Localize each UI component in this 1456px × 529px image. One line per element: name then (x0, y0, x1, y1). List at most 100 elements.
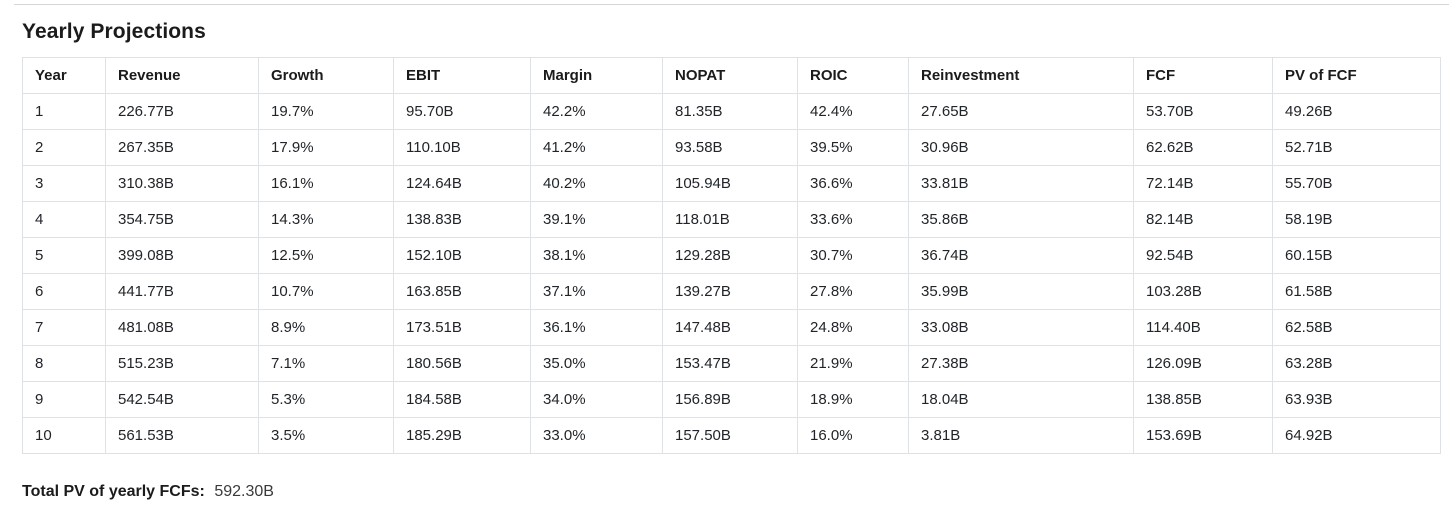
totals-label: Total PV of yearly FCFs: (22, 483, 205, 500)
table-cell: 81.35B (662, 93, 798, 130)
table-cell: 93.58B (662, 129, 798, 166)
column-header-revenue: Revenue (105, 57, 259, 94)
table-cell: 27.8% (797, 273, 909, 310)
column-header-growth: Growth (258, 57, 394, 94)
table-cell: 129.28B (662, 237, 798, 274)
table-cell: 138.83B (393, 201, 531, 238)
table-cell: 184.58B (393, 381, 531, 418)
table-cell: 39.5% (797, 129, 909, 166)
table-cell: 157.50B (662, 417, 798, 454)
table-cell: 226.77B (105, 93, 259, 130)
table-cell: 124.64B (393, 165, 531, 202)
table-cell: 61.58B (1272, 273, 1441, 310)
table-cell: 14.3% (258, 201, 394, 238)
table-cell: 10.7% (258, 273, 394, 310)
table-cell: 8.9% (258, 309, 394, 346)
totals-line: Total PV of yearly FCFs: 592.30B (22, 483, 1440, 501)
table-cell: 1 (22, 93, 106, 130)
table-cell: 173.51B (393, 309, 531, 346)
table-cell: 41.2% (530, 129, 663, 166)
table-cell: 64.92B (1272, 417, 1441, 454)
table-cell: 147.48B (662, 309, 798, 346)
table-cell: 114.40B (1133, 309, 1273, 346)
table-cell: 103.28B (1133, 273, 1273, 310)
table-cell: 63.28B (1272, 345, 1441, 382)
table-cell: 82.14B (1133, 201, 1273, 238)
table-row: 10 561.53B 3.5% 185.29B 33.0% 157.50B 16.0% 3.8… (22, 417, 1441, 454)
table-cell: 9 (22, 381, 106, 418)
table-cell: 3.5% (258, 417, 394, 454)
table-cell: 16.1% (258, 165, 394, 202)
table-cell: 481.08B (105, 309, 259, 346)
table-cell: 354.75B (105, 201, 259, 238)
table-cell: 62.58B (1272, 309, 1441, 346)
column-header-pv-of-fcf: PV of FCF (1272, 57, 1441, 94)
table-cell: 33.81B (908, 165, 1134, 202)
table-cell: 49.26B (1272, 93, 1441, 130)
table-row: 6 441.77B 10.7% 163.85B 37.1% 139.27B 27.8% 35.… (22, 273, 1441, 310)
table-header: Year Revenue Growth EBIT Margin NOPAT ROIC Rein… (22, 57, 1441, 94)
table-cell: 21.9% (797, 345, 909, 382)
table-cell: 156.89B (662, 381, 798, 418)
table-cell: 72.14B (1133, 165, 1273, 202)
table-row: 3 310.38B 16.1% 124.64B 40.2% 105.94B 36.6% 33.… (22, 165, 1441, 202)
table-cell: 37.1% (530, 273, 663, 310)
table-cell: 33.0% (530, 417, 663, 454)
table-cell: 10 (22, 417, 106, 454)
totals-value: 592.30B (214, 483, 274, 500)
table-cell: 3.81B (908, 417, 1134, 454)
table-cell: 55.70B (1272, 165, 1441, 202)
table-cell: 34.0% (530, 381, 663, 418)
column-header-reinvestment: Reinvestment (908, 57, 1134, 94)
table-cell: 19.7% (258, 93, 394, 130)
table-row: 9 542.54B 5.3% 184.58B 34.0% 156.89B 18.9% 18.0… (22, 381, 1441, 418)
table-cell: 5 (22, 237, 106, 274)
table-cell: 17.9% (258, 129, 394, 166)
table-cell: 153.47B (662, 345, 798, 382)
table-cell: 27.38B (908, 345, 1134, 382)
table-cell: 267.35B (105, 129, 259, 166)
table-cell: 441.77B (105, 273, 259, 310)
table-cell: 105.94B (662, 165, 798, 202)
table-cell: 152.10B (393, 237, 531, 274)
table-cell: 36.1% (530, 309, 663, 346)
column-header-margin: Margin (530, 57, 663, 94)
table-cell: 39.1% (530, 201, 663, 238)
column-header-fcf: FCF (1133, 57, 1273, 94)
table-cell: 8 (22, 345, 106, 382)
table-cell: 27.65B (908, 93, 1134, 130)
page-title: Yearly Projections (22, 20, 206, 43)
table-cell: 310.38B (105, 165, 259, 202)
table-cell: 40.2% (530, 165, 663, 202)
table-cell: 7 (22, 309, 106, 346)
table-cell: 60.15B (1272, 237, 1441, 274)
table-cell: 42.2% (530, 93, 663, 130)
column-header-nopat: NOPAT (662, 57, 798, 94)
column-header-roic: ROIC (797, 57, 909, 94)
table-row: 7 481.08B 8.9% 173.51B 36.1% 147.48B 24.8% 33.0… (22, 309, 1441, 346)
column-header-year: Year (22, 57, 106, 94)
table-cell: 2 (22, 129, 106, 166)
table-cell: 4 (22, 201, 106, 238)
table-cell: 30.96B (908, 129, 1134, 166)
table-body: 1 226.77B 19.7% 95.70B 42.2% 81.35B 42.4% 27.65… (22, 93, 1441, 454)
table-cell: 18.9% (797, 381, 909, 418)
table-cell: 24.8% (797, 309, 909, 346)
table-cell: 33.6% (797, 201, 909, 238)
table-cell: 163.85B (393, 273, 531, 310)
table-row: 2 267.35B 17.9% 110.10B 41.2% 93.58B 39.5% 30.9… (22, 129, 1441, 166)
table-cell: 185.29B (393, 417, 531, 454)
table-row: 1 226.77B 19.7% 95.70B 42.2% 81.35B 42.4% 27.65… (22, 93, 1441, 130)
table-cell: 35.99B (908, 273, 1134, 310)
table-cell: 95.70B (393, 93, 531, 130)
table-cell: 38.1% (530, 237, 663, 274)
table-row: 8 515.23B 7.1% 180.56B 35.0% 153.47B 21.9% 27.3… (22, 345, 1441, 382)
table-cell: 62.62B (1133, 129, 1273, 166)
table-cell: 153.69B (1133, 417, 1273, 454)
table-cell: 36.74B (908, 237, 1134, 274)
table-cell: 515.23B (105, 345, 259, 382)
table-cell: 7.1% (258, 345, 394, 382)
table-cell: 180.56B (393, 345, 531, 382)
table-cell: 42.4% (797, 93, 909, 130)
table-cell: 5.3% (258, 381, 394, 418)
